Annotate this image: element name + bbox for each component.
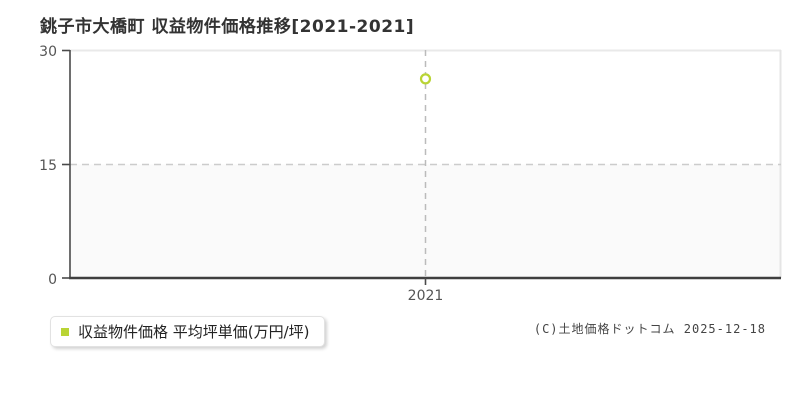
ytick-label-30: 30	[39, 44, 57, 60]
series-marker-icon	[61, 327, 69, 336]
ytick-label-15: 15	[39, 158, 57, 174]
legend-label: 収益物件価格 平均坪単価(万円/坪)	[78, 323, 310, 341]
ytick-label-0: 0	[48, 272, 57, 288]
xtick-label-2021: 2021	[408, 288, 444, 304]
legend: 収益物件価格 平均坪単価(万円/坪)	[50, 316, 325, 347]
chart-title: 銚子市大橋町 収益物件価格推移[2021-2021]	[40, 17, 415, 37]
data-point-2021	[419, 73, 432, 85]
copyright-text: (C)土地価格ドットコム 2025-12-18	[533, 322, 766, 336]
